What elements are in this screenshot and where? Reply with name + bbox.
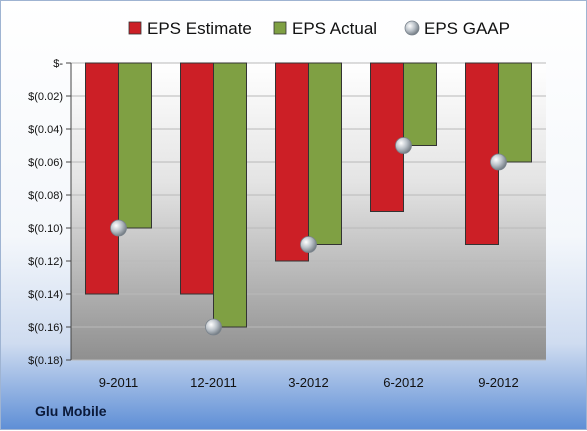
legend-swatch	[128, 21, 142, 35]
x-tick-label: 6-2012	[383, 375, 423, 390]
actual-bar-9-2011	[118, 62, 152, 229]
gaap-point-9-2012	[490, 153, 507, 171]
legend-label: EPS Estimate	[147, 19, 252, 38]
actual-bar-9-2012	[498, 62, 532, 163]
estimate-bar-12-2011	[180, 62, 214, 295]
y-tick-label: $(0.10)	[28, 223, 63, 235]
x-tick-label: 12-2011	[190, 375, 237, 390]
y-tick-label: $(0.06)	[28, 157, 63, 169]
actual-bar-12-2011	[213, 62, 247, 328]
actual-bar-6-2012	[403, 62, 437, 146]
x-tick-label: 9-2011	[99, 375, 139, 390]
y-tick-label: $(0.02)	[28, 91, 63, 103]
gaap-point-3-2012	[300, 236, 317, 253]
estimate-bar-3-2012	[275, 62, 309, 262]
company-name: Glu Mobile	[35, 403, 107, 419]
estimate-bar-9-2011	[85, 62, 119, 295]
y-tick-label: $(0.16)	[28, 322, 63, 334]
actual-bar-3-2012	[308, 62, 342, 245]
y-tick-label: $(0.12)	[28, 256, 63, 268]
x-tick-label: 9-2012	[478, 375, 518, 390]
legend-label: EPS GAAP	[424, 19, 510, 38]
bars	[85, 62, 532, 328]
y-tick-label: $(0.04)	[28, 124, 63, 136]
gaap-point-9-2011	[110, 219, 127, 237]
gaap-points	[110, 137, 507, 336]
estimate-bar-6-2012	[370, 62, 404, 212]
legend-swatch	[404, 20, 420, 36]
estimate-bar-9-2012	[465, 62, 499, 245]
y-tick-label: $(0.18)	[28, 355, 63, 367]
y-tick-label: $(0.14)	[28, 289, 63, 301]
y-tick-label: $(0.08)	[28, 190, 63, 202]
y-tick-label: $-	[53, 58, 63, 70]
legend-swatch	[273, 21, 287, 35]
legend-label: EPS Actual	[292, 19, 377, 38]
x-axis: 9-2011 12-2011 3-2012 6-2012 9-2012	[99, 375, 519, 390]
gaap-point-6-2012	[395, 137, 412, 154]
y-axis: $- $(0.02) $(0.04) $(0.06) $(0.08) $(0.10) $(0…	[28, 58, 72, 367]
x-tick-label: 3-2012	[288, 375, 328, 390]
gaap-point-12-2011	[205, 318, 222, 336]
legend: EPS Estimate EPS Actual EPS GAAP	[128, 19, 510, 38]
